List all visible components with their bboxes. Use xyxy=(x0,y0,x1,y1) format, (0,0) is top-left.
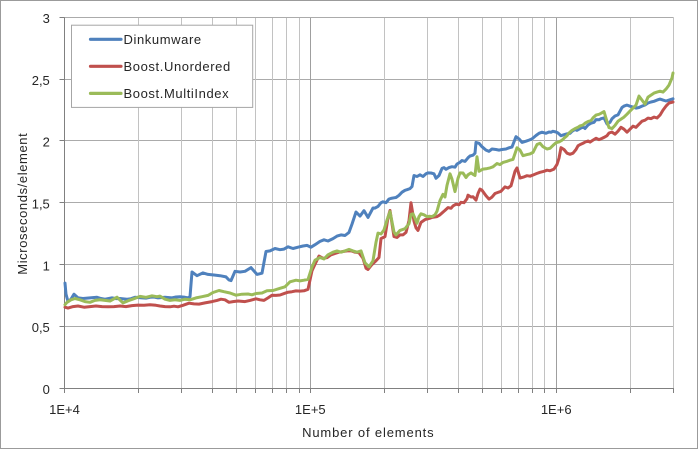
svg-text:3: 3 xyxy=(43,11,50,26)
svg-text:1,5: 1,5 xyxy=(32,197,50,212)
svg-text:0: 0 xyxy=(43,382,50,397)
svg-text:Dinkumware: Dinkumware xyxy=(124,32,202,47)
svg-text:Boost.Unordered: Boost.Unordered xyxy=(124,59,231,74)
svg-text:Microseconds/element: Microseconds/element xyxy=(15,133,30,275)
svg-text:2,5: 2,5 xyxy=(32,73,50,88)
svg-text:1E+4: 1E+4 xyxy=(49,402,80,417)
svg-text:1: 1 xyxy=(43,258,50,273)
svg-text:0,5: 0,5 xyxy=(32,320,50,335)
svg-text:2: 2 xyxy=(43,135,50,150)
svg-text:Boost.MultiIndex: Boost.MultiIndex xyxy=(124,86,230,101)
svg-text:1E+5: 1E+5 xyxy=(295,402,326,417)
svg-text:Number of elements: Number of elements xyxy=(302,425,434,440)
svg-text:1E+6: 1E+6 xyxy=(541,402,572,417)
